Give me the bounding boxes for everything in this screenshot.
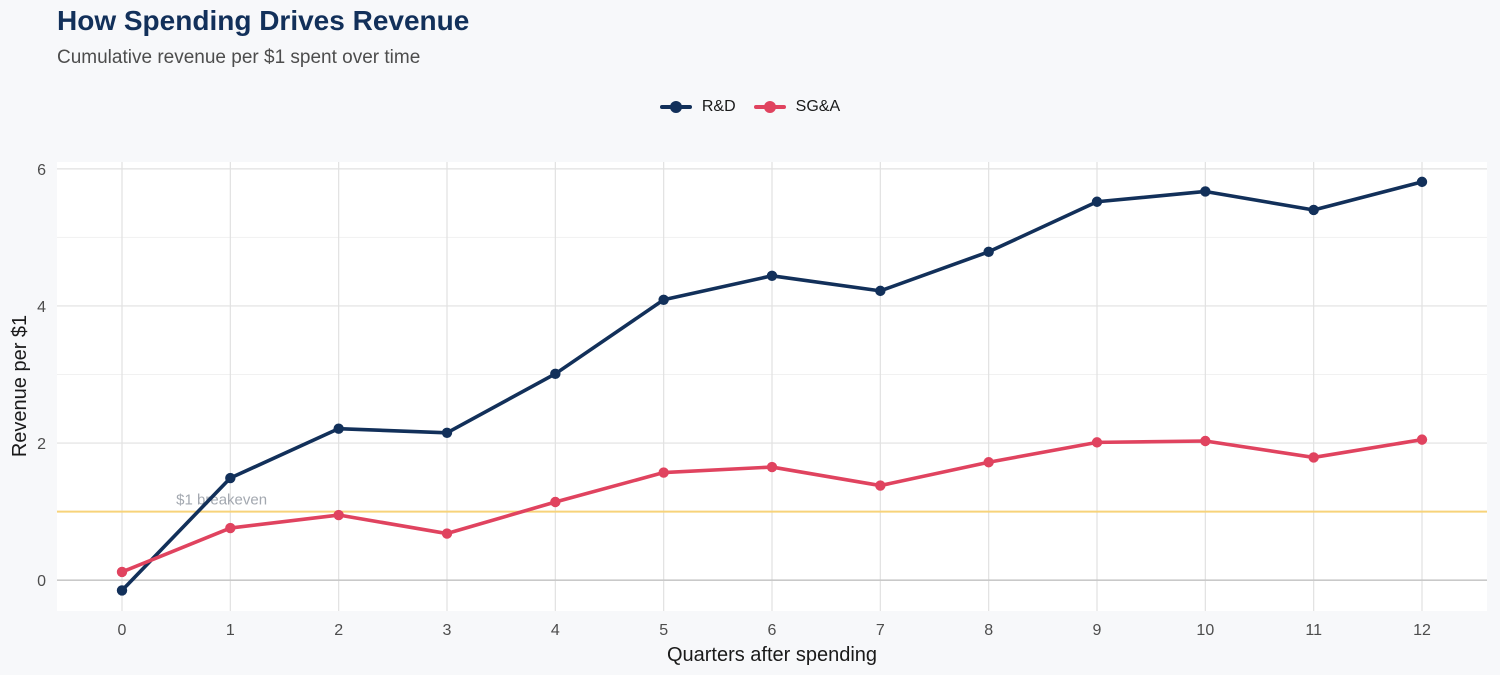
series-1-point-12 <box>1416 434 1428 445</box>
x-tick-label-4: 4 <box>551 622 560 639</box>
series-1-point-2 <box>333 509 344 521</box>
series-1-point-1 <box>225 522 236 534</box>
series-1-point-0 <box>116 566 128 578</box>
series-1-point-5 <box>658 467 669 478</box>
series-1-point-7 <box>875 480 886 491</box>
legend-key-sga <box>753 99 786 115</box>
series-1-point-10 <box>1200 435 1211 447</box>
y-tick-label-0: 0 <box>37 573 46 590</box>
y-tick-label-6: 6 <box>37 162 46 179</box>
series-1-point-8 <box>983 457 994 468</box>
y-tick-label-2: 2 <box>37 436 46 453</box>
series-1-point-4 <box>550 496 561 508</box>
series-0-point-9 <box>1091 196 1103 207</box>
series-0-point-10 <box>1200 186 1211 197</box>
legend-item-rd: R&D <box>659 98 736 116</box>
x-tick-label-5: 5 <box>659 622 668 639</box>
x-tick-label-10: 10 <box>1196 622 1214 639</box>
series-0-point-4 <box>550 368 561 380</box>
y-tick-label-4: 4 <box>37 299 46 316</box>
y-axis-title: Revenue per $1 <box>9 315 31 457</box>
legend-label-rd: R&D <box>701 98 736 115</box>
series-layer <box>116 176 1428 596</box>
series-0-point-0 <box>116 585 128 596</box>
series-0-point-1 <box>225 472 236 484</box>
x-tick-label-0: 0 <box>118 622 127 639</box>
x-tick-label-9: 9 <box>1093 622 1102 639</box>
x-tick-label-7: 7 <box>876 622 885 639</box>
x-tick-label-12: 12 <box>1413 622 1431 639</box>
series-1-point-9 <box>1091 437 1103 448</box>
series-1-point-6 <box>766 461 778 473</box>
chart-title: How Spending Drives Revenue <box>57 5 470 36</box>
series-0-point-6 <box>766 270 778 281</box>
x-axis-title: Quarters after spending <box>667 644 877 666</box>
reference-layer: $1 breakeven <box>57 492 1487 581</box>
x-tick-label-1: 1 <box>226 622 235 639</box>
series-0-point-8 <box>983 246 994 257</box>
series-0-point-3 <box>441 427 453 438</box>
series-0-point-2 <box>333 423 344 434</box>
series-0-point-11 <box>1308 204 1319 216</box>
legend-item-sga: SG&A <box>753 98 841 116</box>
reference-line-label: $1 breakeven <box>176 492 267 509</box>
x-tick-label-2: 2 <box>334 622 343 639</box>
x-tick-label-3: 3 <box>443 622 452 639</box>
x-tick-label-6: 6 <box>768 622 777 639</box>
chart-subtitle: Cumulative revenue per $1 spent over tim… <box>57 47 421 68</box>
series-0-point-7 <box>875 285 886 297</box>
legend-label-sga: SG&A <box>795 98 841 115</box>
legend: R&D SG&A <box>0 98 1500 116</box>
legend-key-rd <box>659 99 692 115</box>
series-1-point-3 <box>441 528 453 539</box>
series-1-point-11 <box>1308 452 1319 463</box>
x-tick-label-8: 8 <box>984 622 993 639</box>
series-0-point-5 <box>658 294 669 305</box>
series-0-point-12 <box>1416 176 1428 188</box>
x-tick-label-11: 11 <box>1305 622 1322 639</box>
